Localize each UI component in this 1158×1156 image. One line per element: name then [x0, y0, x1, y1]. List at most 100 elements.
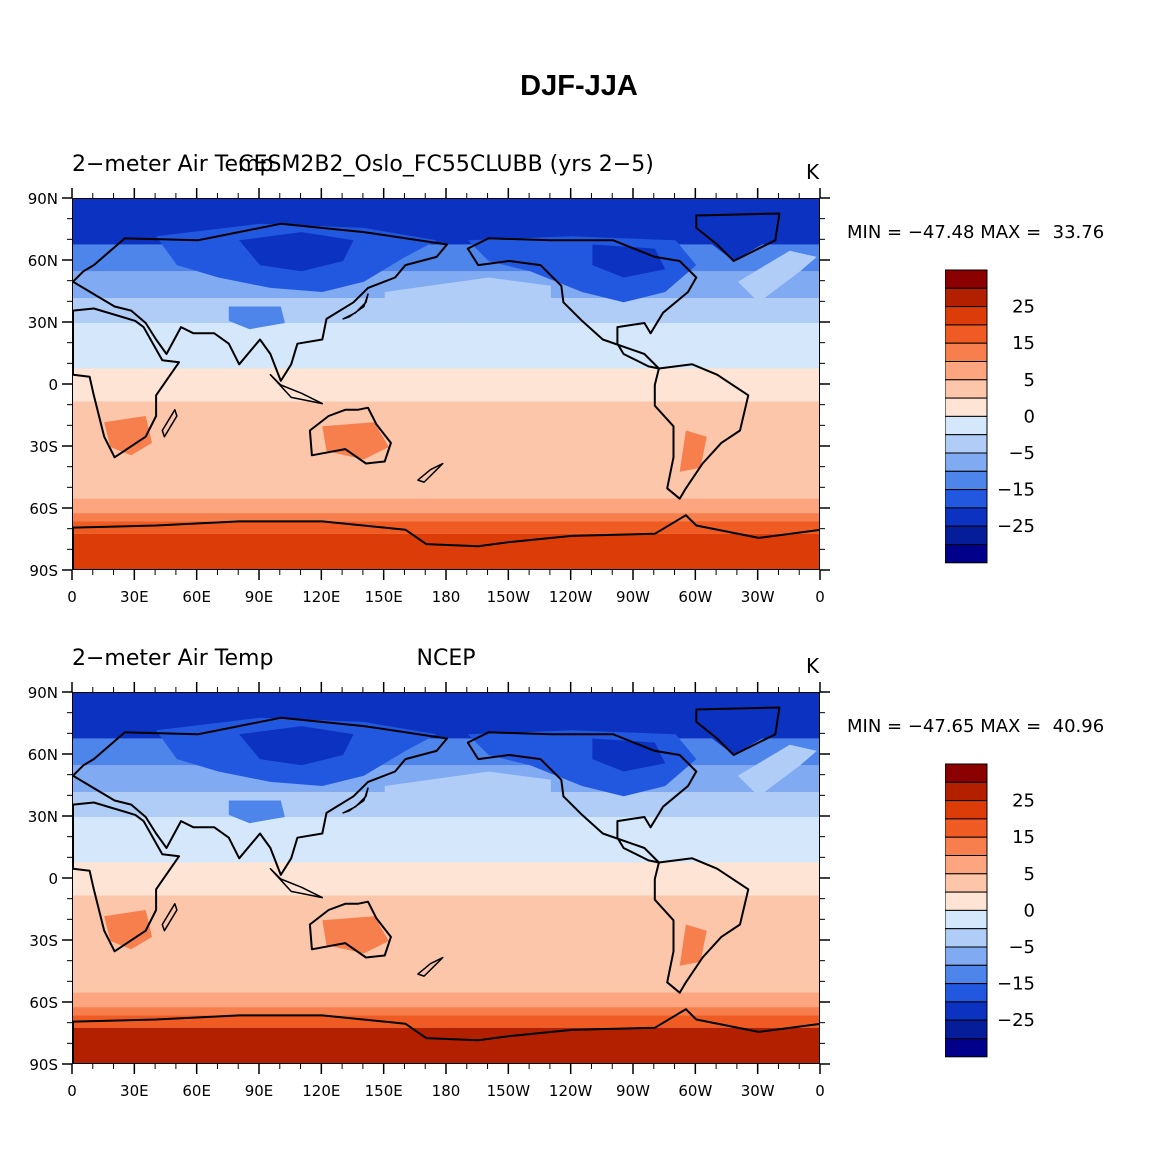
lon-tick-label: 60W	[678, 588, 712, 606]
lon-tick-label: 180	[432, 1082, 461, 1100]
cold-core	[228, 800, 285, 824]
lon-tick-label: 0	[815, 588, 825, 606]
colorbar-box	[945, 324, 988, 344]
coastline-greenland	[695, 212, 781, 262]
min-value: −47.48	[907, 222, 975, 243]
panel-center-title: NCEP	[416, 646, 476, 671]
coastline-south-america	[653, 857, 750, 994]
colorbar-box	[945, 525, 988, 546]
lon-tick-label: 120W	[549, 1082, 593, 1100]
colorbar-box	[945, 306, 988, 326]
lon-tick-label: 30W	[741, 1082, 775, 1100]
colorbar-box	[945, 489, 988, 509]
coastline-new-zealand	[417, 462, 444, 483]
panel-left-title: 2−meter Air Temp	[72, 646, 274, 671]
hot-band	[73, 521, 819, 534]
colorbar-box	[945, 1019, 988, 1040]
colorbar-box	[945, 287, 988, 308]
mild-tongue	[737, 250, 817, 303]
lon-tick-label: 150W	[487, 588, 531, 606]
lat-tick-label: 90N	[28, 684, 58, 702]
colorbar-box	[945, 836, 988, 856]
colorbar-box	[945, 434, 988, 454]
colorbar-label: 15	[1012, 333, 1035, 354]
panel-center-title: CESM2B2_Oslo_FC55CLUBB (yrs 2−5)	[238, 152, 654, 177]
lon-tick-label: 60W	[678, 1082, 712, 1100]
warm-band	[73, 992, 819, 1008]
warm-band	[73, 498, 819, 514]
colorbar-label: 0	[1024, 900, 1035, 921]
mild-band	[73, 817, 819, 863]
ncep-panel: 2−meter Air Temp NCEP K MIN = −47.65 MAX…	[0, 644, 1158, 1124]
min-label: MIN =	[847, 716, 908, 737]
min-label: MIN =	[847, 222, 908, 243]
min-max-readout: MIN = −47.48 MAX = 33.76	[847, 222, 1104, 243]
colorbar-label: 15	[1012, 827, 1035, 848]
colorbar-label: 25	[1012, 297, 1035, 318]
panel-units: K	[806, 654, 820, 678]
lon-tick-label: 150W	[487, 1082, 531, 1100]
colorbar-label: −5	[1008, 443, 1035, 464]
lon-tick-label: 0	[67, 1082, 77, 1100]
lon-tick-label: 0	[815, 1082, 825, 1100]
colorbar-label: −15	[997, 974, 1035, 995]
warm-spot	[104, 416, 152, 456]
colorbar-box	[945, 909, 988, 930]
lat-tick-label: 90N	[28, 190, 58, 208]
colorbar-box	[945, 946, 988, 966]
lat-tick-label: 60N	[28, 746, 58, 764]
colorbar-box	[945, 269, 988, 289]
colorbar-box	[945, 415, 988, 436]
figure-title: DJF-JJA	[520, 70, 638, 102]
coastline-greenland	[695, 706, 781, 756]
colorbar-box	[945, 800, 988, 820]
lat-tick-label: 30N	[28, 314, 58, 332]
coastline-africa	[73, 801, 180, 953]
min-value: −47.65	[907, 716, 975, 737]
warm-spot	[679, 924, 707, 966]
lat-tick-label: 90S	[29, 562, 58, 580]
mild-tongue	[737, 744, 817, 797]
coastline-north-america	[466, 237, 698, 370]
cold-core	[696, 707, 780, 755]
lon-tick-label: 90E	[245, 1082, 274, 1100]
cold-core	[228, 306, 285, 330]
model-panel: 2−meter Air Temp CESM2B2_Oslo_FC55CLUBB …	[0, 150, 1158, 630]
temperature-map	[72, 692, 820, 1064]
colorbar-label: 5	[1024, 864, 1035, 885]
colorbar-label: −15	[997, 480, 1035, 501]
lon-tick-label: 60E	[182, 588, 211, 606]
coastline-new-zealand	[417, 956, 444, 977]
coastline-japan	[342, 787, 369, 814]
lat-tick-label: 90S	[29, 1056, 58, 1074]
lon-tick-label: 30W	[741, 588, 775, 606]
coastline-antarctica	[73, 514, 819, 569]
lon-tick-label: 120E	[302, 1082, 340, 1100]
colorbar-box	[945, 763, 988, 783]
lon-tick-label: 120W	[549, 588, 593, 606]
map-axes: 90N 60N 30N 0 30S 60S 90S 0 30E 60E 90E 120E 150E 180…	[28, 682, 830, 1100]
coastline-indonesia	[269, 373, 324, 405]
warm-spot	[104, 910, 152, 950]
hot-band	[73, 1027, 819, 1063]
colorbar-box	[945, 964, 988, 985]
lat-tick-label: 60S	[29, 994, 58, 1012]
lon-tick-label: 60E	[182, 1082, 211, 1100]
hot-band	[73, 1007, 819, 1016]
coastline-japan	[342, 293, 369, 320]
colorbar-box	[945, 452, 988, 472]
lat-tick-label: 30S	[29, 932, 58, 950]
mild-tongue	[384, 277, 551, 323]
lon-tick-label: 90E	[245, 588, 274, 606]
colorbar-box	[945, 342, 988, 362]
lat-tick-label: 0	[48, 870, 58, 888]
hot-band	[73, 513, 819, 522]
lon-tick-label: 150E	[365, 588, 403, 606]
lon-tick-label: 0	[67, 588, 77, 606]
colorbar-box	[945, 379, 988, 399]
warm-band	[73, 862, 819, 896]
colorbar-box	[945, 361, 988, 381]
coastline-antarctica	[73, 1008, 819, 1063]
cold-core	[696, 213, 780, 261]
colorbar-label: 5	[1024, 370, 1035, 391]
